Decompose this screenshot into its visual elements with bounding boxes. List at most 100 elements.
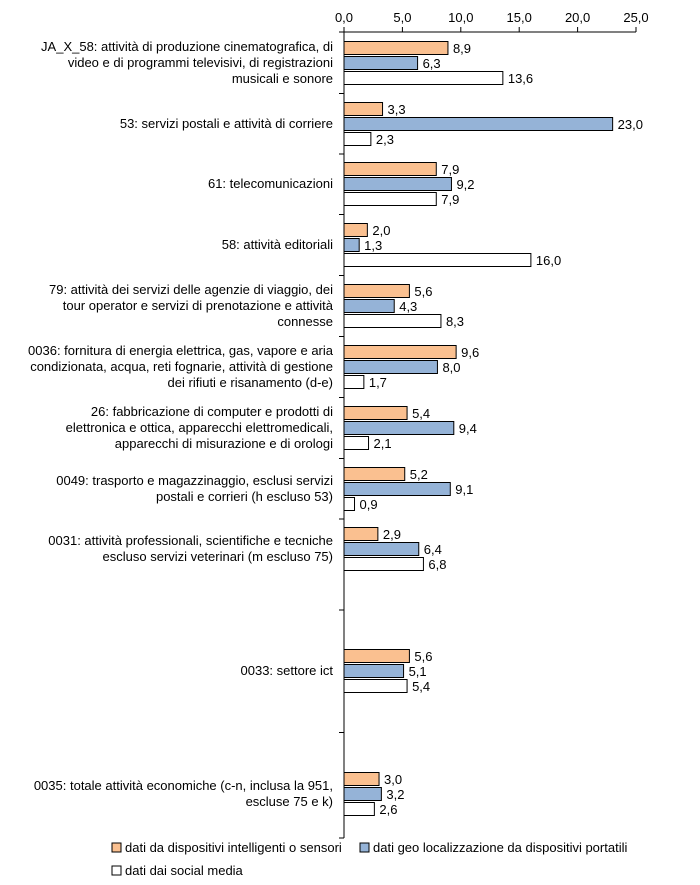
bar-series-3: [343, 253, 532, 267]
bar-series-3: [343, 71, 504, 85]
data-label: 4,3: [399, 299, 417, 314]
data-label: 5,4: [412, 679, 430, 694]
bar-series-2: [343, 238, 360, 252]
category-label: 79: attività dei servizi delle agenzie d…: [49, 282, 333, 297]
x-tick-label: 20,0: [565, 10, 590, 25]
bar-series-1: [343, 345, 457, 359]
data-label: 6,3: [423, 56, 441, 71]
bar-series-2: [343, 117, 614, 131]
bar-series-2: [343, 56, 419, 70]
data-label: 6,4: [424, 542, 442, 557]
data-label: 5,2: [410, 467, 428, 482]
category-label: postali e corrieri (h escluso 53): [156, 489, 333, 504]
data-label: 5,6: [414, 284, 432, 299]
category-label: tour operator e servizi di prenotazione …: [63, 298, 334, 313]
data-label: 16,0: [536, 253, 561, 268]
bar-series-1: [343, 406, 408, 420]
bar-series-2: [343, 421, 455, 435]
legend-swatch: [111, 842, 122, 853]
data-label: 3,0: [384, 772, 402, 787]
category-label: apparecchi di misurazione e di orologi: [115, 436, 333, 451]
data-label: 2,3: [376, 132, 394, 147]
data-label: 13,6: [508, 71, 533, 86]
category-label: musicali e sonore: [232, 71, 333, 86]
bar-series-3: [343, 557, 424, 571]
data-label: 2,1: [374, 436, 392, 451]
category-label: 26: fabbricazione di computer e prodotti…: [91, 404, 333, 419]
bar-series-3: [343, 497, 356, 511]
data-label: 8,9: [453, 41, 471, 56]
legend-label: dati geo localizzazione da dispositivi p…: [373, 840, 627, 855]
bar-series-2: [343, 177, 452, 191]
bar-series-1: [343, 102, 384, 116]
data-label: 2,0: [372, 223, 390, 238]
bar-series-1: [343, 162, 437, 176]
bar-series-3: [343, 679, 408, 693]
data-label: 9,1: [455, 482, 473, 497]
bar-series-2: [343, 360, 438, 374]
data-label: 3,3: [388, 102, 406, 117]
category-label: 0036: fornitura di energia elettrica, ga…: [28, 343, 334, 358]
bar-series-2: [343, 299, 395, 313]
data-label: 5,1: [409, 664, 427, 679]
data-label: 5,4: [412, 406, 430, 421]
bar-series-1: [343, 649, 410, 663]
bar-series-1: [343, 467, 406, 481]
data-label: 9,6: [461, 345, 479, 360]
category-label: dei rifiuti e risanamento (d-e): [168, 375, 333, 390]
category-label: 0049: trasporto e magazzinaggio, esclusi…: [56, 473, 333, 488]
data-label: 9,2: [456, 177, 474, 192]
data-label: 2,6: [379, 802, 397, 817]
bar-series-1: [343, 527, 379, 541]
data-label: 9,4: [459, 421, 477, 436]
x-tick-label: 25,0: [623, 10, 648, 25]
data-label: 8,3: [446, 314, 464, 329]
category-label: connesse: [277, 314, 333, 329]
bar-series-3: [343, 192, 437, 206]
data-label: 3,2: [386, 787, 404, 802]
category-label: 0031: attività professionali, scientific…: [48, 533, 333, 548]
bar-series-2: [343, 664, 405, 678]
data-label: 1,7: [369, 375, 387, 390]
data-label: 2,9: [383, 527, 401, 542]
bar-series-3: [343, 436, 370, 450]
bar-series-1: [343, 284, 410, 298]
bar-series-3: [343, 314, 442, 328]
x-tick-label: 0,0: [335, 10, 353, 25]
legend-swatch: [111, 865, 122, 876]
legend-swatch: [359, 842, 370, 853]
data-label: 8,0: [442, 360, 460, 375]
category-label: video e di programmi televisivi, di regi…: [68, 55, 333, 70]
bar-series-3: [343, 802, 375, 816]
bar-series-1: [343, 223, 368, 237]
data-label: 6,8: [428, 557, 446, 572]
category-label: escluso servizi veterinari (m escluso 75…: [103, 549, 333, 564]
data-label: 7,9: [441, 192, 459, 207]
data-label: 7,9: [441, 162, 459, 177]
category-label: 58: attività editoriali: [222, 237, 333, 252]
data-label: 23,0: [618, 117, 643, 132]
bar-series-2: [343, 482, 451, 496]
category-label: escluse 75 e k): [246, 794, 333, 809]
data-label: 1,3: [364, 238, 382, 253]
category-label: 0035: totale attività economiche (c-n, i…: [34, 778, 333, 793]
x-tick-label: 10,0: [448, 10, 473, 25]
legend-label: dati da dispositivi intelligenti o senso…: [125, 840, 342, 855]
x-tick-label: 5,0: [393, 10, 411, 25]
category-label: elettronica e ottica, apparecchi elettro…: [66, 420, 333, 435]
bar-series-3: [343, 132, 372, 146]
bar-series-1: [343, 772, 380, 786]
data-label: 0,9: [360, 497, 378, 512]
category-label: 53: servizi postali e attività di corrie…: [120, 116, 333, 131]
bar-series-3: [343, 375, 365, 389]
bar-series-2: [343, 787, 382, 801]
x-tick-label: 15,0: [507, 10, 532, 25]
data-label: 5,6: [414, 649, 432, 664]
category-label: 61: telecomunicazioni: [208, 176, 333, 191]
bar-series-2: [343, 542, 420, 556]
legend-label: dati dai social media: [125, 863, 244, 878]
category-label: JA_X_58: attività di produzione cinemato…: [41, 39, 333, 54]
category-label: 0033: settore ict: [241, 663, 334, 678]
